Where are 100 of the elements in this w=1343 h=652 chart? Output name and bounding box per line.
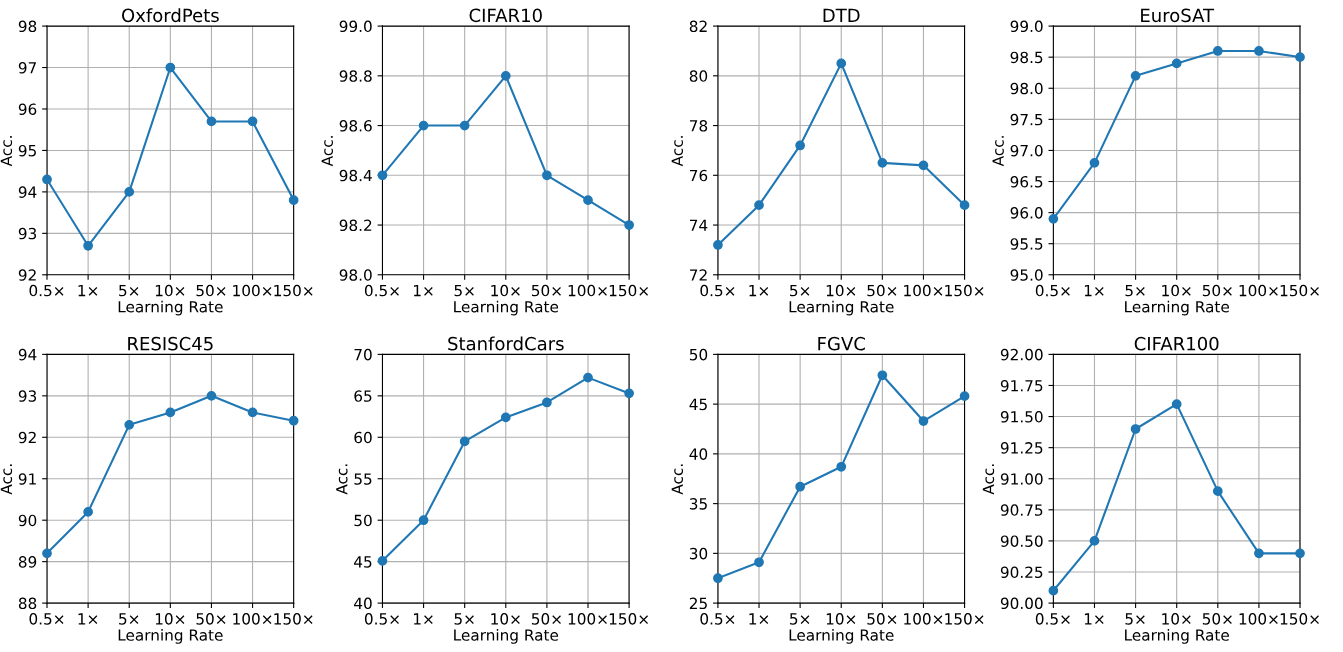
x-tick-label: 5× [454,613,474,625]
x-tick-label: 150× [609,284,649,297]
y-tick-label: 30 [689,547,708,560]
point [795,481,805,492]
y-tick-label: 98 [18,20,37,33]
x-tick-label: 10× [155,284,185,297]
point [1089,158,1100,168]
y-tick-label: 95 [18,144,36,157]
y-tick-label: 91.25 [1000,442,1043,454]
y-tick-label: 72 [690,269,707,281]
y-tick-label: 94 [18,186,37,198]
x-tick-label: 100× [1239,613,1278,625]
y-tick-label: 60 [354,431,372,444]
x-tick-label: 50× [1202,613,1232,625]
y-tick-label: 50 [354,514,372,527]
chart-title: FGVC [818,336,865,351]
point [918,160,929,171]
y-tick-label: 95.5 [1010,238,1043,250]
x-tick-label: 0.5× [29,613,64,625]
x-tick-label: 50× [867,284,897,297]
y-tick-label: 76 [690,169,708,182]
point [583,195,593,206]
y-tick-label: 91.50 [1000,411,1043,423]
chart-title: StanfordCars [448,336,564,351]
x-tick-label: 10× [1162,284,1191,297]
x-tick-label: 150× [274,613,313,625]
x-tick-label: 0.5× [1035,613,1070,625]
point [247,407,258,418]
y-tick-label: 98.5 [1010,51,1043,64]
y-tick-label: 96 [18,103,37,116]
x-tick-label: 5× [119,613,139,625]
point [459,120,470,131]
point [624,388,634,399]
y-tick-label: 98.0 [1010,82,1043,95]
y-tick-label: 95.0 [1010,269,1043,281]
point [206,390,217,401]
y-tick-label: 82 [689,20,707,33]
x-axis-title: Learning Rate [789,300,894,316]
x-tick-label: 5× [790,284,810,297]
x-axis-title: Learning Rate [454,300,559,316]
y-tick-label: 40 [354,597,372,610]
y-tick-label: 98.6 [339,120,372,132]
y-tick-label: 70 [354,348,372,361]
point [1130,424,1141,434]
point [1254,548,1264,559]
y-tick-label: 92 [18,269,36,281]
point [836,58,847,69]
x-axis-title: Learning Rate [118,300,223,316]
point [795,140,805,151]
y-tick-label: 98.0 [339,269,372,281]
x-tick-label: 1× [413,284,433,297]
x-tick-label: 10× [155,613,185,625]
point [713,240,723,250]
x-axis-title: Learning Rate [454,629,559,644]
x-tick-label: 100× [904,613,943,625]
y-tick-label: 97.5 [1010,113,1043,126]
point [83,240,93,251]
x-tick-label: 10× [826,613,856,625]
y-tick-label: 93 [18,390,37,402]
point [418,515,429,526]
y-tick-label: 97.0 [1010,144,1043,157]
y-tick-label: 90.50 [1000,535,1043,547]
chart-title: RESISC45 [128,336,213,351]
y-tick-label: 91 [18,473,36,485]
y-tick-label: 90.75 [1000,504,1043,516]
y-tick-label: 35 [689,498,707,510]
point [1295,548,1305,559]
x-tick-label: 50× [196,613,226,625]
x-axis-title: Learning Rate [1125,300,1229,316]
point [918,416,929,426]
point [624,220,634,230]
point [459,436,470,447]
x-tick-label: 0.5× [700,613,735,625]
point [1254,46,1264,56]
y-tick-label: 65 [354,390,372,402]
x-tick-label: 50× [196,284,226,297]
x-tick-label: 10× [1162,613,1191,625]
y-tick-label: 99.0 [1010,20,1043,33]
y-tick-label: 93 [18,227,37,240]
point [754,200,764,211]
y-tick-label: 98.8 [339,70,372,82]
x-tick-label: 5× [1125,284,1145,297]
x-tick-label: 0.5× [700,284,735,297]
point [165,62,176,73]
point [165,407,176,418]
y-tick-label: 96.5 [1010,175,1043,188]
point [754,557,764,568]
x-tick-label: 1× [749,284,769,297]
point [124,419,135,430]
x-tick-label: 0.5× [364,284,399,297]
x-axis-title: Learning Rate [1125,629,1229,644]
point [1130,70,1141,81]
y-tick-label: 80 [689,70,708,82]
point [288,195,299,206]
x-tick-label: 150× [1280,613,1319,625]
y-tick-label: 45 [689,398,707,411]
x-tick-label: 100× [568,284,607,297]
y-tick-label: 50 [689,348,708,361]
x-tick-label: 100× [904,284,943,297]
x-tick-label: 0.5× [29,284,64,297]
